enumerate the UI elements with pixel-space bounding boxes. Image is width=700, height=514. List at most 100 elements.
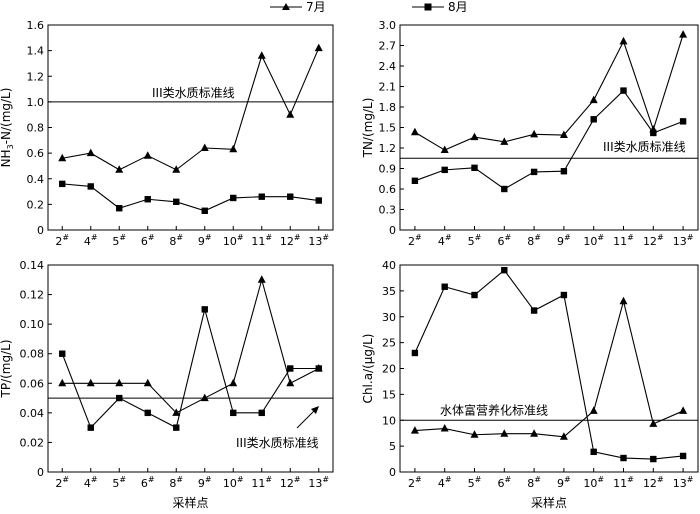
data-point-square [258, 409, 265, 417]
data-point-triangle [172, 165, 181, 173]
series-line [414, 34, 684, 151]
plot-frame [399, 264, 699, 473]
data-point-square [230, 194, 237, 202]
x-tick-label: 2# [55, 233, 69, 248]
x-tick-label: 9# [557, 475, 571, 490]
y-axis-label: Chl.a/(μg/L) [361, 334, 375, 404]
data-point-square [501, 185, 508, 193]
x-tick-label: 6# [497, 233, 511, 248]
legend: 7月 8月 [270, 0, 468, 14]
x-tick-label: 13# [673, 475, 694, 490]
data-point-triangle [530, 429, 539, 437]
data-point-square [315, 197, 322, 204]
y-tick-label: 1.4 [27, 45, 45, 58]
data-point-square [590, 116, 597, 123]
x-tick-label: 13# [673, 233, 694, 248]
series-jul [58, 275, 323, 416]
x-tick-label: 12# [280, 233, 301, 248]
series-aug [59, 306, 322, 431]
legend-jul-label: 7月 [306, 0, 326, 14]
x-tick-label: 6# [497, 475, 511, 490]
x-tick-label: 10# [223, 233, 244, 248]
data-point-square [679, 452, 687, 460]
data-point-triangle [649, 419, 658, 427]
data-point-square [620, 454, 627, 462]
data-point-triangle [589, 95, 598, 104]
y-tick-label: 1.5 [379, 122, 397, 135]
x-tick-label: 13# [308, 475, 329, 490]
data-point-square [201, 306, 208, 313]
reference-line-label: 水体富营养化标准线 [440, 402, 548, 417]
y-tick-label: 0 [37, 224, 44, 237]
data-point-triangle [470, 132, 479, 141]
y-tick-label: 0.12 [20, 289, 45, 302]
x-tick-label: 8# [169, 233, 183, 248]
data-point-square [501, 266, 508, 274]
data-point-square [411, 349, 419, 357]
y-tick-label: 0.4 [27, 173, 45, 186]
y-axis-label: TN/(mg/L) [361, 98, 375, 159]
x-tick-label: 8# [169, 475, 183, 490]
x-tick-label: 9# [198, 233, 212, 248]
series-line [61, 309, 319, 429]
data-point-triangle [257, 51, 266, 59]
data-point-square [287, 365, 294, 372]
y-tick-label: 0.08 [20, 348, 45, 361]
data-point-triangle [143, 151, 152, 159]
series-aug [59, 180, 322, 214]
y-tick-label: 1.8 [379, 101, 397, 114]
data-point-triangle [229, 144, 238, 153]
x-tick-label: 5# [112, 233, 126, 248]
data-point-triangle [500, 137, 509, 145]
data-point-triangle [440, 145, 449, 154]
y-tick-label: 40 [382, 259, 396, 272]
x-tick-label: 4# [438, 233, 452, 248]
x-tick-label: 5# [468, 233, 482, 248]
y-tick-label: 15 [382, 388, 396, 401]
x-tick-label: 4# [438, 475, 452, 490]
data-point-triangle [58, 378, 67, 387]
y-tick-label: 0.6 [27, 147, 45, 160]
y-tick-label: 0.14 [20, 259, 45, 272]
data-point-triangle [440, 424, 449, 432]
data-point-triangle [530, 129, 539, 138]
series-jul [410, 296, 688, 440]
data-point-triangle [500, 429, 509, 437]
data-point-square [590, 448, 597, 456]
y-tick-label: 0.04 [20, 407, 45, 420]
chart-panel-1: 0 0.2 0.4 0.6 0.8 1.0 1.2 1.4 1.6 2# 4# 5# 6# 8# 9# 10#… [0, 19, 334, 248]
data-point-triangle [619, 36, 628, 45]
x-tick-label: 9# [557, 233, 571, 248]
reference-line-label: III类水质标准线 [236, 436, 319, 450]
x-axis-label: 采样点 [172, 495, 208, 510]
data-point-square [87, 183, 94, 190]
x-tick-label: 2# [408, 233, 422, 248]
data-point-square [144, 409, 151, 417]
y-tick-label: 0.6 [379, 183, 397, 196]
y-tick-label: 25 [382, 337, 396, 350]
data-point-triangle [619, 296, 628, 305]
reference-line-label: III类水质标准线 [603, 140, 686, 154]
y-tick-label: 0.2 [27, 198, 45, 211]
x-tick-label: 13# [308, 233, 329, 248]
x-tick-label: 12# [643, 233, 664, 248]
legend-aug: 8月 [412, 0, 468, 14]
data-point-triangle [58, 153, 67, 162]
x-tick-label: 8# [527, 475, 541, 490]
data-point-square [441, 283, 448, 290]
data-point-triangle [86, 148, 95, 157]
data-point-triangle [410, 127, 419, 136]
y-axis-label: NH3-N/(mg/L) [0, 88, 15, 168]
y-tick-label: 0 [37, 466, 44, 479]
data-point-triangle [143, 378, 152, 387]
data-point-square [315, 365, 322, 372]
legend-aug-label: 8月 [448, 0, 468, 14]
y-tick-label: 0.3 [379, 204, 397, 217]
x-tick-label: 9# [198, 475, 212, 490]
y-tick-label: 0.8 [27, 122, 45, 135]
data-point-triangle [115, 165, 124, 173]
data-point-square [173, 198, 180, 206]
data-point-square [201, 207, 208, 214]
y-tick-label: 2.4 [379, 60, 397, 73]
